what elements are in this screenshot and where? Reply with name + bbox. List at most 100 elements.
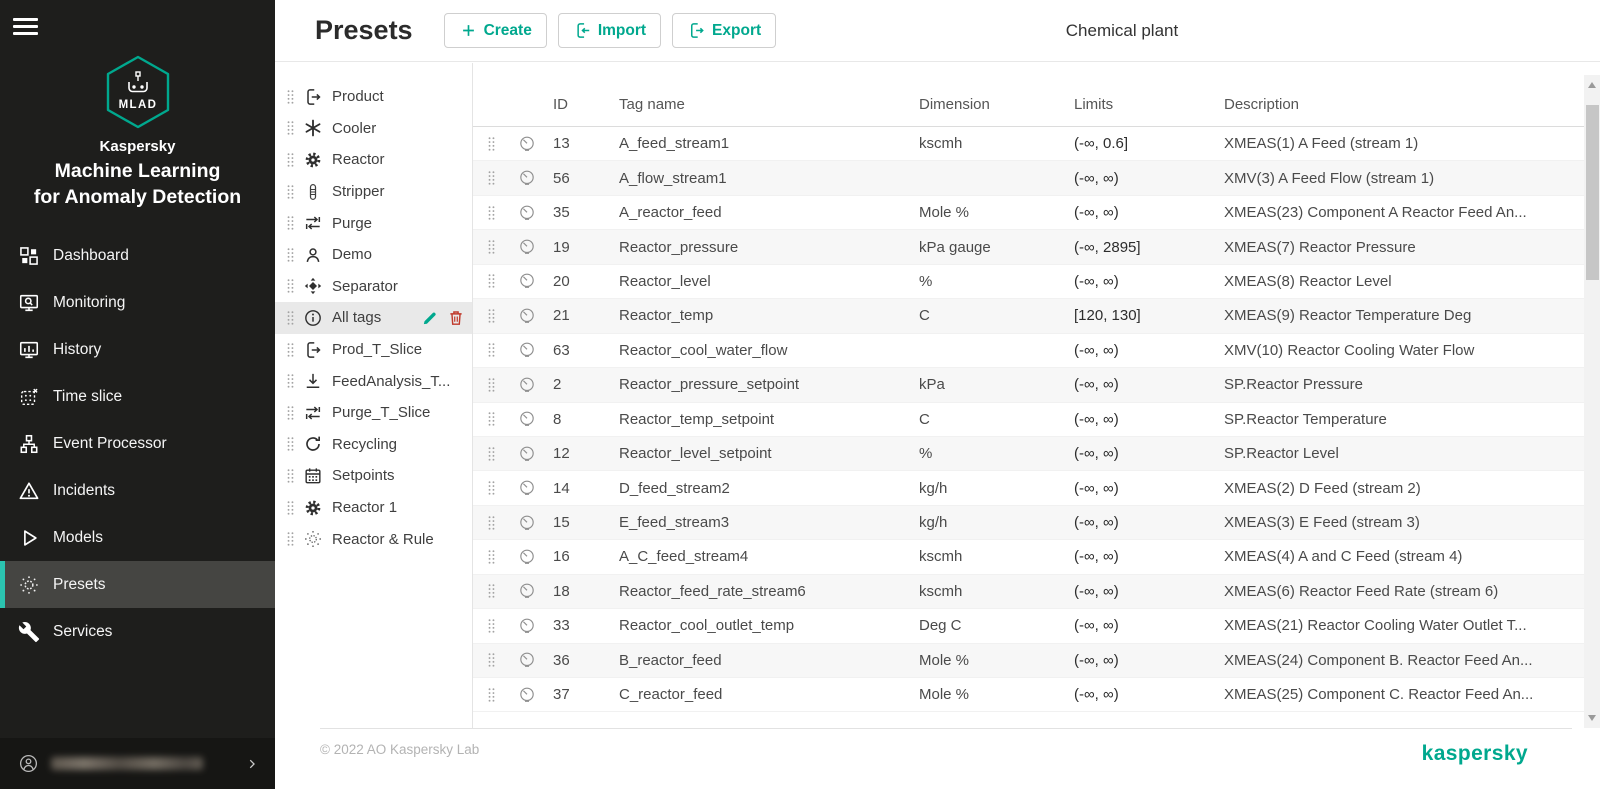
grip-icon[interactable] <box>487 136 496 152</box>
preset-item-reactor[interactable]: Reactor <box>275 144 472 176</box>
grip-icon[interactable] <box>286 405 295 421</box>
cell-dimension: Mole % <box>919 651 970 669</box>
sidebar-item-time-slice[interactable]: Time slice <box>0 373 275 420</box>
preset-item-demo[interactable]: Demo <box>275 239 472 271</box>
grip-icon[interactable] <box>487 515 496 531</box>
grip-icon[interactable] <box>286 215 295 231</box>
column-header-description: Description <box>1224 96 1300 113</box>
grip-icon[interactable] <box>286 278 295 294</box>
grip-icon[interactable] <box>487 549 496 565</box>
gear-icon <box>303 498 323 518</box>
preset-item-setpoints[interactable]: Setpoints <box>275 460 472 492</box>
preset-item-separator[interactable]: Separator <box>275 271 472 303</box>
sidebar-item-monitoring[interactable]: Monitoring <box>0 279 275 326</box>
cell-dimension: % <box>919 445 933 463</box>
grip-icon[interactable] <box>286 468 295 484</box>
preset-item-feedanalysis-t[interactable]: FeedAnalysis_T... <box>275 365 472 397</box>
preset-item-recycling[interactable]: Recycling <box>275 429 472 461</box>
grip-icon[interactable] <box>286 373 295 389</box>
table-row: 33 Reactor_cool_outlet_temp Deg C (-∞, ∞… <box>473 609 1600 644</box>
preset-item-reactor-1[interactable]: Reactor 1 <box>275 492 472 524</box>
cell-tag-name: Reactor_level_setpoint <box>619 445 772 463</box>
sidebar-item-presets[interactable]: Presets <box>0 561 275 609</box>
scroll-down-icon[interactable] <box>1584 711 1600 725</box>
grip-icon[interactable] <box>487 480 496 496</box>
chevron-right-icon[interactable] <box>245 757 259 771</box>
hamburger-menu-icon[interactable] <box>13 18 38 35</box>
grip-icon[interactable] <box>487 446 496 462</box>
gauge-icon <box>517 650 537 670</box>
sidebar-item-history[interactable]: History <box>0 326 275 373</box>
grip-icon[interactable] <box>487 342 496 358</box>
table-row: 19 Reactor_pressure kPa gauge (-∞, 2895]… <box>473 230 1600 265</box>
create-button[interactable]: Create <box>443 13 547 48</box>
table-row: 37 C_reactor_feed Mole % (-∞, ∞) XMEAS(2… <box>473 678 1600 713</box>
grip-icon[interactable] <box>286 310 295 326</box>
table-row: 56 A_flow_stream1 (-∞, ∞) XMV(3) A Feed … <box>473 161 1600 196</box>
grip-icon[interactable] <box>487 411 496 427</box>
preset-label: Separator <box>332 277 398 295</box>
grip-icon[interactable] <box>487 618 496 634</box>
preset-item-cooler[interactable]: Cooler <box>275 113 472 145</box>
import-button[interactable]: Import <box>557 13 662 48</box>
scrollbar-thumb[interactable] <box>1585 105 1599 280</box>
preset-item-reactor-rule[interactable]: Reactor & Rule <box>275 523 472 555</box>
grip-icon[interactable] <box>286 184 295 200</box>
edit-preset-button[interactable] <box>421 309 439 327</box>
calendar-icon <box>303 466 323 486</box>
sidebar-item-services[interactable]: Services <box>0 608 275 655</box>
toolbar-button-label: Export <box>712 21 762 39</box>
grip-icon[interactable] <box>487 273 496 289</box>
grip-icon[interactable] <box>286 89 295 105</box>
delete-preset-button[interactable] <box>447 309 465 327</box>
grip-icon[interactable] <box>487 583 496 599</box>
preset-item-all-tags[interactable]: All tags <box>275 302 472 334</box>
grip-icon[interactable] <box>286 342 295 358</box>
import-icon <box>573 21 592 40</box>
preset-item-stripper[interactable]: Stripper <box>275 176 472 208</box>
grip-icon[interactable] <box>286 500 295 516</box>
toolbar: Create Import Export <box>443 13 777 48</box>
grip-icon[interactable] <box>487 205 496 221</box>
context-title: Chemical plant <box>1065 20 1179 40</box>
cell-limits: (-∞, ∞) <box>1074 272 1119 290</box>
cell-dimension: kPa <box>919 376 945 394</box>
sidebar-item-label: History <box>53 340 102 358</box>
sidebar-item-models[interactable]: Models <box>0 514 275 561</box>
user-account-bar[interactable] <box>0 738 275 789</box>
cell-tag-name: Reactor_feed_rate_stream6 <box>619 582 806 600</box>
grip-icon[interactable] <box>487 308 496 324</box>
cell-description: XMEAS(8) Reactor Level <box>1224 272 1392 290</box>
gauge-icon <box>517 340 537 360</box>
footer: © 2022 AO Kaspersky Lab kaspersky <box>320 728 1572 789</box>
sidebar-item-event-processor[interactable]: Event Processor <box>0 420 275 467</box>
grip-icon[interactable] <box>286 531 295 547</box>
grip-icon[interactable] <box>286 152 295 168</box>
sidebar-item-dashboard[interactable]: Dashboard <box>0 232 275 279</box>
table-row: 2 Reactor_pressure_setpoint kPa (-∞, ∞) … <box>473 368 1600 403</box>
grip-icon[interactable] <box>487 239 496 255</box>
vertical-scrollbar[interactable] <box>1584 75 1600 728</box>
preset-item-purge-t-slice[interactable]: Purge_T_Slice <box>275 397 472 429</box>
sidebar-item-label: Event Processor <box>53 434 167 452</box>
cell-limits: (-∞, ∞) <box>1074 651 1119 669</box>
grip-icon[interactable] <box>286 120 295 136</box>
sidebar-item-incidents[interactable]: Incidents <box>0 467 275 514</box>
cell-id: 37 <box>553 686 570 704</box>
export-button[interactable]: Export <box>672 13 777 48</box>
toolbar-button-label: Create <box>483 21 532 39</box>
preset-item-purge[interactable]: Purge <box>275 207 472 239</box>
grip-icon[interactable] <box>487 687 496 703</box>
move-icon <box>303 276 323 296</box>
scroll-up-icon[interactable] <box>1584 78 1600 92</box>
preset-item-product[interactable]: Product <box>275 81 472 113</box>
grip-icon[interactable] <box>286 247 295 263</box>
preset-label: FeedAnalysis_T... <box>332 372 451 390</box>
cell-tag-name: Reactor_pressure <box>619 238 739 256</box>
grip-icon[interactable] <box>487 170 496 186</box>
kaspersky-logo: kaspersky <box>1421 742 1528 765</box>
grip-icon[interactable] <box>487 377 496 393</box>
grip-icon[interactable] <box>487 652 496 668</box>
preset-item-prod-t-slice[interactable]: Prod_T_Slice <box>275 334 472 366</box>
grip-icon[interactable] <box>286 436 295 452</box>
